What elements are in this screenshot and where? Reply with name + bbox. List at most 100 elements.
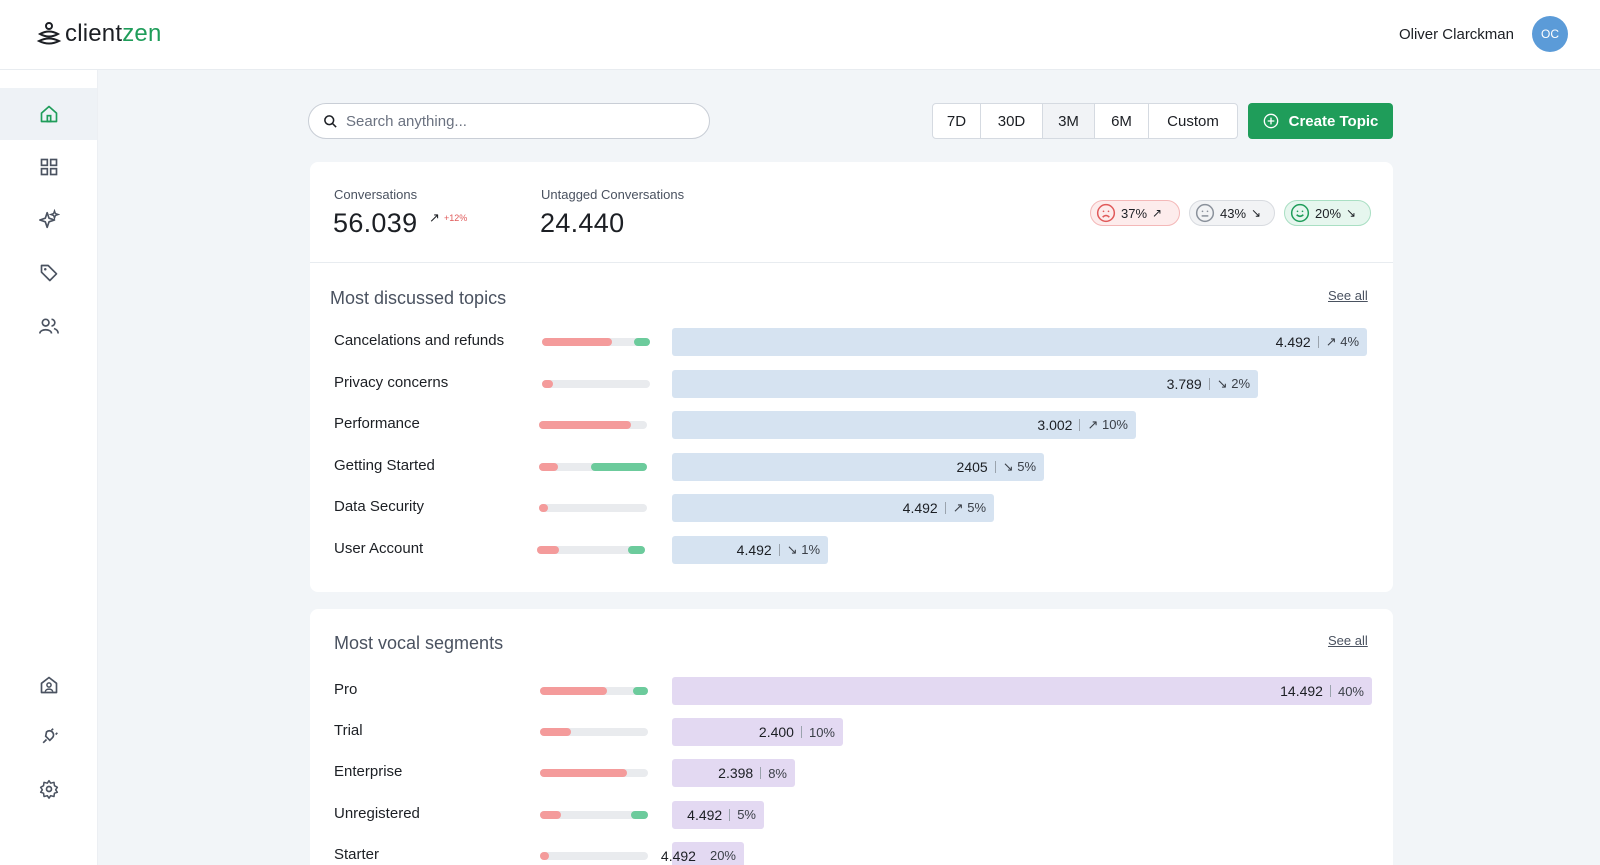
search-box[interactable] — [308, 103, 710, 139]
row-label[interactable]: Data Security — [334, 498, 425, 515]
value-separator — [800, 726, 802, 739]
volume-value: 2.400 — [758, 724, 794, 741]
volume-bar[interactable]: 4.492 5% — [672, 800, 764, 829]
range-7d-button[interactable]: 7D — [933, 104, 981, 138]
row-label[interactable]: Starter — [334, 845, 380, 863]
value-separator — [729, 808, 731, 821]
volume-value: 4.492 — [736, 541, 772, 558]
row-label[interactable]: Getting Started — [334, 456, 435, 474]
range-3m-button[interactable]: 3M — [1043, 104, 1095, 138]
user-menu[interactable]: Oliver Clarckman OC — [1399, 16, 1568, 52]
create-topic-button[interactable]: Create Topic — [1248, 103, 1393, 139]
row-label[interactable]: Performance — [334, 415, 420, 432]
plus-circle-icon — [1263, 113, 1278, 129]
volume-change: ↘ 1% — [786, 541, 820, 557]
volume-bar[interactable]: 2405 ↘ 5% — [672, 452, 1044, 481]
value-separator — [1317, 336, 1319, 348]
range-6m-button[interactable]: 6M — [1095, 104, 1149, 138]
volume-value: 2405 — [956, 458, 988, 475]
volume-value: 3.789 — [1166, 375, 1202, 392]
sentiment-bar — [540, 769, 648, 778]
volume-change: ↗ 4% — [1325, 334, 1359, 349]
sentiment-bar — [540, 687, 648, 695]
user-home-icon — [40, 676, 57, 694]
trend-up-icon: ↗ — [429, 210, 440, 225]
range-30d-button[interactable]: 30D — [981, 104, 1043, 138]
untagged-label: Untagged Conversations — [541, 187, 685, 202]
avatar[interactable]: OC — [1532, 16, 1568, 52]
value-separator — [994, 460, 996, 473]
volume-change: ↘ 2% — [1216, 375, 1250, 391]
sidebar-item-settings[interactable] — [0, 763, 97, 815]
value-separator — [778, 543, 780, 556]
row-label[interactable]: Cancelations and refunds — [334, 332, 505, 349]
sidebar-item-tags[interactable] — [0, 247, 97, 299]
brand-logo[interactable]: client zen — [36, 20, 162, 48]
grid-icon — [40, 158, 57, 176]
volume-change: 5% — [737, 807, 756, 823]
positive-share — [632, 687, 648, 695]
row-label[interactable]: Trial — [334, 722, 363, 740]
volume-value: 3.002 — [1037, 417, 1073, 433]
sidebar-item-integrations[interactable] — [0, 711, 97, 763]
sidebar-item-users[interactable] — [0, 300, 97, 352]
volume-bar[interactable]: 3.002 ↗ 10% — [672, 411, 1136, 439]
row-label[interactable]: Enterprise — [334, 763, 403, 781]
volume-bar[interactable]: 4.492 ↘ 1% — [672, 535, 828, 564]
search-input[interactable] — [346, 112, 686, 130]
value-separator — [1079, 419, 1081, 431]
sparkles-icon — [38, 209, 60, 229]
create-topic-label: Create Topic — [1288, 112, 1379, 130]
conversations-delta: +12% — [444, 213, 468, 223]
volume-value: 4.492 — [660, 847, 696, 864]
sentiment-bar — [537, 545, 645, 554]
sentiment-bar — [539, 504, 647, 512]
positive-pct: 20% — [1315, 205, 1342, 221]
segments-see-all-link[interactable]: See all — [1328, 633, 1368, 648]
volume-change: 8% — [768, 765, 787, 781]
sidebar-item-home[interactable] — [0, 88, 97, 140]
negative-share — [542, 338, 613, 346]
clientzen-logo-icon — [36, 22, 62, 45]
negative-pct: 37% — [1121, 205, 1148, 221]
untagged-value: 24.440 — [540, 208, 625, 238]
negative-sentiment-badge: 37% ↗ — [1090, 200, 1180, 226]
row-label[interactable]: Pro — [334, 681, 358, 698]
volume-change: ↗ 5% — [952, 500, 986, 515]
value-separator — [760, 767, 762, 780]
volume-change: ↘ 5% — [1002, 458, 1036, 474]
volume-bar[interactable]: 2.400 10% — [672, 718, 843, 747]
sidebar-item-insights[interactable] — [0, 194, 97, 246]
row-label[interactable]: User Account — [334, 539, 424, 557]
sidebar-item-dashboard[interactable] — [0, 141, 97, 193]
volume-bar[interactable]: 4.492 20% — [661, 841, 744, 865]
range-custom-button[interactable]: Custom — [1167, 112, 1219, 130]
sentiment-bar — [540, 810, 648, 819]
volume-bar[interactable]: 3.789 ↘ 2% — [672, 369, 1258, 398]
sentiment-bar — [540, 851, 648, 860]
value-separator — [944, 502, 946, 514]
value-separator — [1208, 377, 1210, 390]
tag-icon — [40, 264, 57, 282]
positive-sentiment-badge: 20% ↘ — [1284, 200, 1371, 226]
row-label[interactable]: Unregistered — [334, 804, 420, 822]
volume-bar[interactable]: 2.398 8% — [672, 759, 795, 788]
card-divider — [310, 262, 1393, 263]
volume-value: 2.398 — [718, 765, 754, 782]
user-name: Oliver Clarckman — [1398, 25, 1514, 43]
volume-change: 20% — [709, 848, 736, 864]
negative-share — [537, 545, 559, 554]
neutral-pct: 43% — [1220, 205, 1247, 221]
row-label[interactable]: Privacy concerns — [334, 373, 449, 391]
volume-bar[interactable]: 14.492 40% — [672, 677, 1372, 705]
sidebar — [0, 70, 98, 865]
topics-see-all-link[interactable]: See all — [1328, 288, 1368, 303]
users-icon — [38, 318, 59, 334]
volume-bar[interactable]: 4.492 ↗ 4% — [672, 328, 1367, 356]
volume-value: 14.492 — [1280, 683, 1323, 699]
neutral-face-icon — [1195, 203, 1215, 223]
negative-share — [539, 462, 559, 471]
volume-bar[interactable]: 4.492 ↗ 5% — [672, 494, 994, 522]
negative-share — [539, 504, 548, 512]
sidebar-item-workspace[interactable] — [0, 659, 97, 711]
